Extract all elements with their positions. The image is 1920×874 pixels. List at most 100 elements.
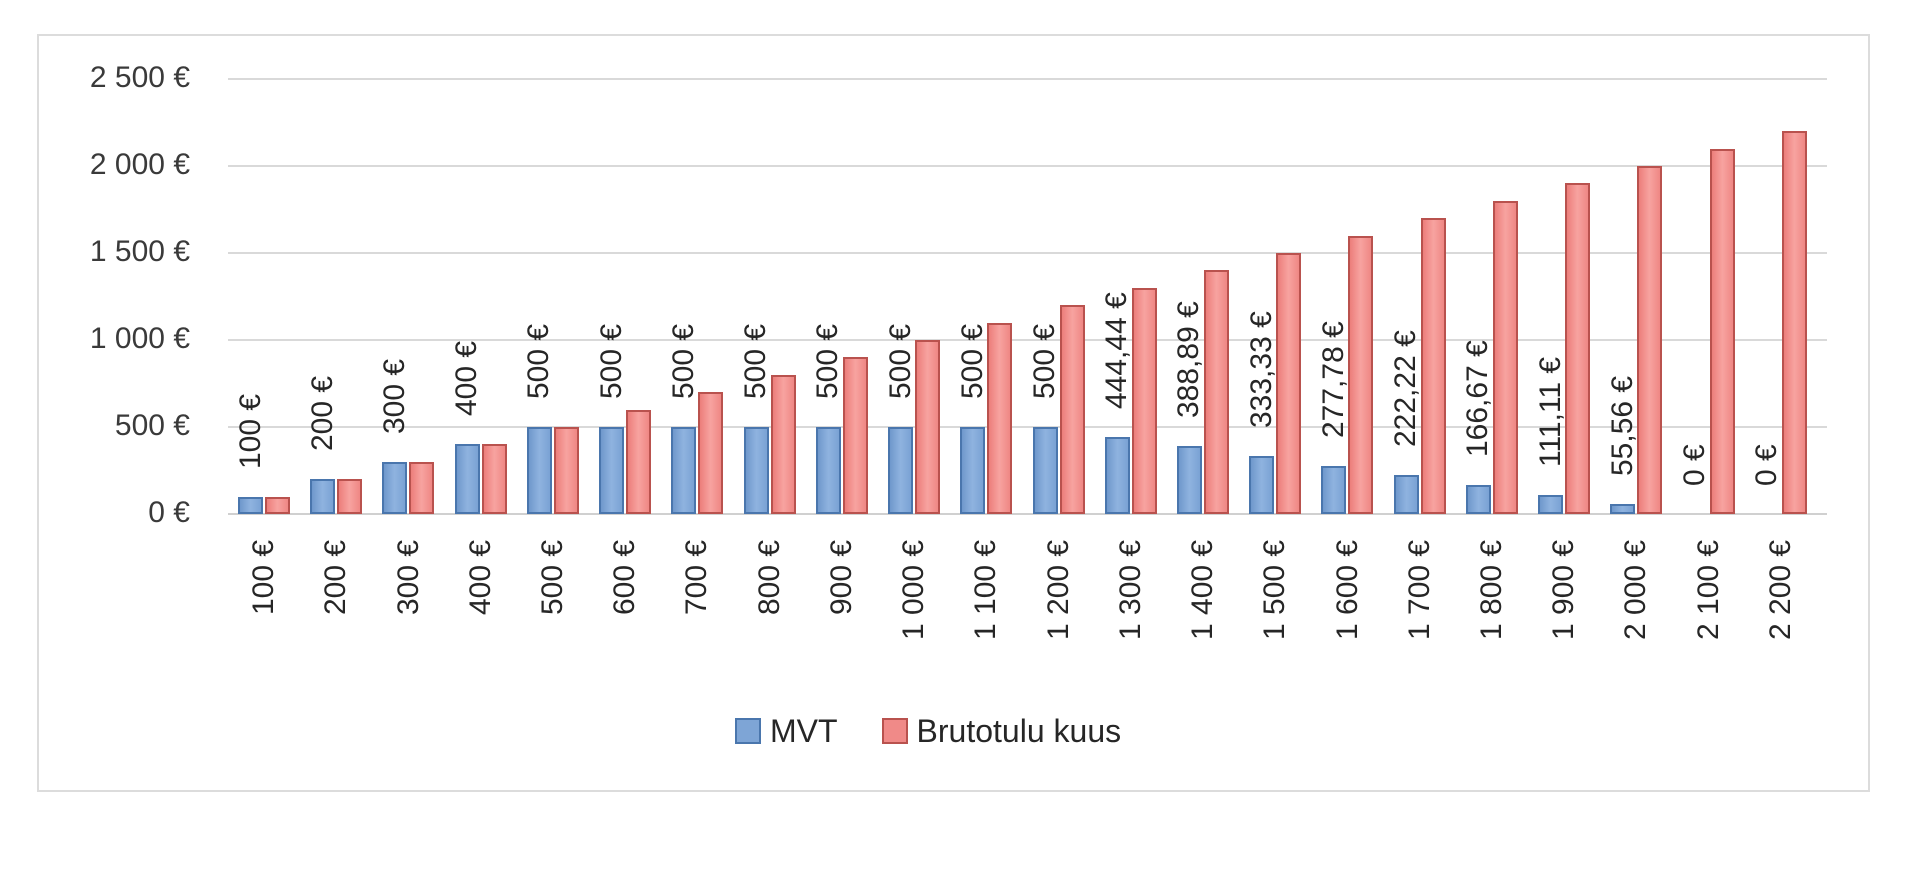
bar-mvt[interactable] <box>671 427 697 514</box>
bar-mvt[interactable] <box>1104 436 1130 514</box>
data-label-mvt: 100 € <box>233 393 267 469</box>
data-label-mvt: 222,22 € <box>1389 330 1423 448</box>
bar-mvt[interactable] <box>310 479 336 514</box>
bar-brutotulu[interactable] <box>1781 131 1807 514</box>
bar-mvt[interactable] <box>1249 456 1275 514</box>
x-axis-tick-label: 1 000 € <box>897 539 931 640</box>
legend-label: MVT <box>770 713 838 749</box>
x-axis-tick-label: 2 100 € <box>1691 539 1725 640</box>
x-axis-tick-label: 100 € <box>247 539 281 615</box>
data-label-mvt: 300 € <box>377 358 411 434</box>
bar-brutotulu[interactable] <box>265 496 290 514</box>
bar-brutotulu[interactable] <box>1492 200 1518 514</box>
gridline <box>228 252 1827 254</box>
data-label-mvt: 0 € <box>1750 444 1784 486</box>
bar-mvt[interactable] <box>960 427 986 514</box>
x-axis-tick-label: 1 300 € <box>1113 539 1147 640</box>
bar-mvt[interactable] <box>1393 475 1419 514</box>
x-axis-tick-label: 300 € <box>391 539 425 615</box>
data-label-mvt: 500 € <box>666 323 700 399</box>
bar-mvt[interactable] <box>382 461 408 514</box>
gridline <box>228 165 1827 167</box>
data-label-mvt: 444,44 € <box>1100 291 1134 409</box>
bar-mvt[interactable] <box>599 427 625 514</box>
x-axis-tick-label: 1 800 € <box>1474 539 1508 640</box>
bar-brutotulu[interactable] <box>337 479 363 514</box>
bar-brutotulu[interactable] <box>1565 183 1591 514</box>
gridline <box>228 339 1827 341</box>
x-axis-tick-label: 1 600 € <box>1330 539 1364 640</box>
y-axis-tick-label: 500 € <box>114 409 190 442</box>
bar-brutotulu[interactable] <box>1348 235 1374 514</box>
x-axis-tick-label: 900 € <box>824 539 858 615</box>
chart-frame <box>37 34 1870 792</box>
x-axis-tick-label: 2 200 € <box>1763 539 1797 640</box>
bar-brutotulu[interactable] <box>1203 270 1229 514</box>
bar-mvt[interactable] <box>238 496 263 514</box>
bar-mvt[interactable] <box>815 427 841 514</box>
bar-brutotulu[interactable] <box>626 409 652 514</box>
x-axis-tick-label: 200 € <box>319 539 353 615</box>
legend-swatch-brutotulu-icon <box>881 718 908 744</box>
x-axis-tick-label: 600 € <box>608 539 642 615</box>
bar-mvt[interactable] <box>1610 504 1636 514</box>
bar-brutotulu[interactable] <box>1276 253 1302 514</box>
bar-mvt[interactable] <box>1176 446 1202 514</box>
data-label-mvt: 333,33 € <box>1244 311 1278 428</box>
data-label-mvt: 166,67 € <box>1461 340 1495 457</box>
bar-brutotulu[interactable] <box>409 461 435 514</box>
bar-mvt[interactable] <box>743 427 769 514</box>
bar-brutotulu[interactable] <box>770 374 796 514</box>
x-axis-tick-label: 1 400 € <box>1186 539 1220 640</box>
bar-mvt[interactable] <box>1321 465 1347 514</box>
bar-brutotulu[interactable] <box>1059 305 1085 514</box>
x-axis-tick-label: 500 € <box>536 539 570 615</box>
gridline <box>228 78 1827 80</box>
x-axis-tick-label: 400 € <box>463 539 497 615</box>
data-label-mvt: 55,56 € <box>1605 376 1639 477</box>
bar-brutotulu[interactable] <box>1131 287 1157 514</box>
bar-brutotulu[interactable] <box>1637 166 1663 514</box>
data-label-mvt: 500 € <box>1028 323 1061 399</box>
y-axis-tick-label: 1 000 € <box>89 322 190 355</box>
bar-brutotulu[interactable] <box>481 444 507 514</box>
data-label-mvt: 200 € <box>305 376 339 452</box>
legend-item-mvt[interactable]: MVT <box>735 714 838 748</box>
data-label-mvt: 388,89 € <box>1172 301 1206 419</box>
x-axis-tick-label: 1 200 € <box>1041 539 1075 640</box>
data-label-mvt: 500 € <box>522 323 556 399</box>
bar-mvt[interactable] <box>1032 427 1058 514</box>
data-label-mvt: 500 € <box>739 323 773 399</box>
x-axis-line <box>228 513 1827 515</box>
bar-mvt[interactable] <box>1465 484 1491 514</box>
data-label-mvt: 500 € <box>883 323 917 399</box>
y-axis-tick-label: 1 500 € <box>89 235 190 268</box>
bar-brutotulu[interactable] <box>553 427 579 514</box>
y-axis-tick-label: 2 000 € <box>89 148 190 181</box>
bar-brutotulu[interactable] <box>987 322 1013 514</box>
bar-brutotulu[interactable] <box>842 357 868 514</box>
x-axis-tick-label: 1 900 € <box>1547 539 1581 640</box>
legend-item-brutotulu[interactable]: Brutotulu kuus <box>881 714 1121 748</box>
y-axis-tick-label: 0 € <box>148 496 190 529</box>
bar-brutotulu[interactable] <box>915 340 941 514</box>
data-label-mvt: 500 € <box>811 323 845 399</box>
data-label-mvt: 111,11 € <box>1533 356 1567 467</box>
bar-brutotulu[interactable] <box>1420 218 1446 514</box>
x-axis-tick-label: 1 500 € <box>1258 539 1292 640</box>
bar-mvt[interactable] <box>888 427 914 514</box>
data-label-mvt: 0 € <box>1678 444 1712 486</box>
bar-mvt[interactable] <box>454 444 480 514</box>
bar-brutotulu[interactable] <box>1709 148 1735 514</box>
data-label-mvt: 400 € <box>450 341 484 417</box>
bar-mvt[interactable] <box>526 427 552 514</box>
data-label-mvt: 500 € <box>955 323 989 399</box>
x-axis-tick-label: 1 100 € <box>969 539 1003 640</box>
y-axis-tick-label: 2 500 € <box>89 61 190 94</box>
bar-brutotulu[interactable] <box>698 392 724 514</box>
bar-mvt[interactable] <box>1538 494 1564 514</box>
legend-swatch-mvt-icon <box>735 718 761 744</box>
data-label-mvt: 500 € <box>594 323 628 399</box>
gridline <box>228 426 1827 428</box>
x-axis-tick-label: 700 € <box>680 539 714 615</box>
